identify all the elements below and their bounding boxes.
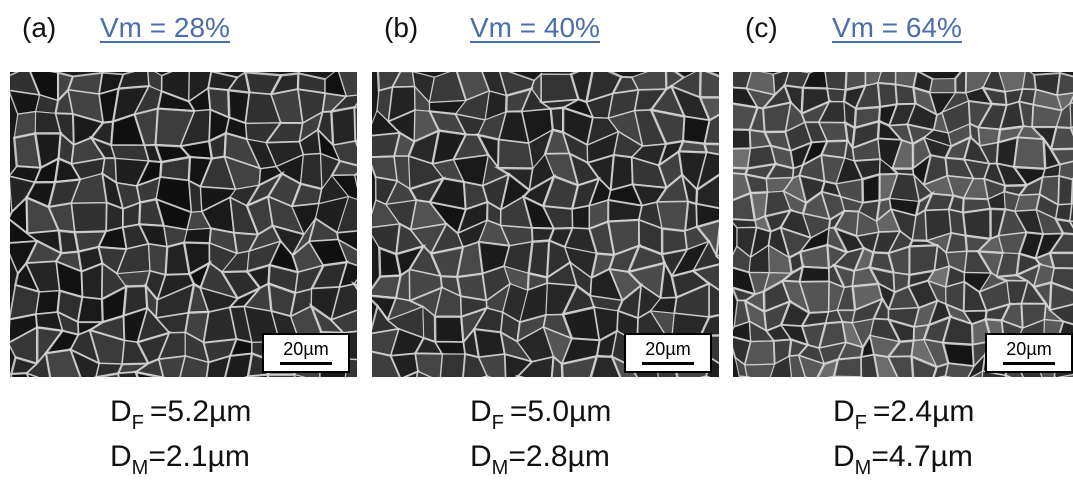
diameter-dm: DM=4.7µm: [833, 440, 973, 480]
subscript: F: [492, 412, 504, 434]
grain: [184, 228, 211, 243]
grain: [149, 244, 168, 275]
subscript: F: [855, 412, 867, 434]
scale-bar: 20µm: [262, 333, 350, 373]
value: =5.0µm: [510, 395, 612, 428]
panel-title: Vm = 40%: [470, 12, 600, 44]
grain: [834, 357, 861, 377]
grain: [955, 72, 966, 93]
value: =2.1µm: [148, 440, 250, 473]
grain: [1057, 73, 1073, 95]
grain: [709, 284, 719, 318]
grain: [930, 79, 956, 93]
grain: [963, 209, 991, 239]
grain: [572, 206, 589, 229]
panel-title: Vm = 28%: [100, 12, 230, 44]
scale-bar-line: [280, 362, 332, 365]
symbol: D: [470, 395, 492, 428]
grain: [878, 83, 897, 107]
subscript: M: [492, 457, 509, 479]
grain: [267, 375, 298, 377]
grain: [529, 241, 550, 278]
scale-bar: 20µm: [624, 333, 712, 373]
symbol: D: [470, 440, 492, 473]
scale-bar-line: [642, 362, 694, 365]
grain: [71, 203, 106, 233]
scale-bar-label: 20µm: [626, 339, 710, 360]
grain: [331, 107, 355, 145]
subscript: F: [132, 412, 144, 434]
grain: [78, 297, 103, 322]
value: =2.8µm: [508, 440, 610, 473]
symbol: D: [110, 395, 132, 428]
symbol: D: [833, 395, 855, 428]
micrograph: [372, 72, 719, 377]
grain: [435, 317, 463, 343]
grain: [745, 364, 775, 377]
figure: (a)Vm = 28%20µmDF=5.2µmDM=2.1µm(b)Vm = 4…: [0, 0, 1073, 482]
grain: [1050, 253, 1073, 269]
symbol: D: [110, 440, 132, 473]
symbol: D: [833, 440, 855, 473]
diameter-df: DF =5.2µm: [110, 395, 251, 435]
grain: [827, 88, 845, 101]
grain: [1014, 137, 1045, 169]
micrograph: [10, 72, 357, 377]
grain: [745, 174, 767, 193]
grain: [657, 202, 688, 231]
value: =4.7µm: [871, 440, 973, 473]
diameter-df: DF =2.4µm: [833, 395, 974, 435]
diameter-df: DF =5.0µm: [470, 395, 611, 435]
scale-bar-label: 20µm: [987, 339, 1071, 360]
grain: [440, 354, 465, 377]
scale-bar-label: 20µm: [264, 339, 348, 360]
grain: [355, 107, 357, 141]
scale-bar: 20µm: [985, 333, 1073, 373]
grain: [36, 291, 60, 315]
scale-bar-line: [1003, 362, 1055, 365]
grain: [862, 174, 879, 203]
subscript: M: [132, 457, 149, 479]
subscript: M: [855, 457, 872, 479]
micrograph: [733, 72, 1073, 377]
diameter-dm: DM=2.8µm: [470, 440, 610, 480]
grain: [800, 267, 830, 282]
panel-label: (a): [22, 12, 56, 44]
grain: [160, 157, 190, 181]
grain: [733, 219, 757, 228]
panel-label: (c): [745, 12, 778, 44]
grain: [498, 140, 533, 169]
panel-title: Vm = 64%: [832, 12, 962, 44]
value: =2.4µm: [873, 395, 975, 428]
panel-label: (b): [384, 12, 418, 44]
grain: [824, 72, 846, 90]
diameter-dm: DM=2.1µm: [110, 440, 250, 480]
value: =5.2µm: [150, 395, 252, 428]
grain: [1058, 176, 1073, 205]
grain: [733, 130, 751, 149]
grain: [700, 72, 719, 98]
